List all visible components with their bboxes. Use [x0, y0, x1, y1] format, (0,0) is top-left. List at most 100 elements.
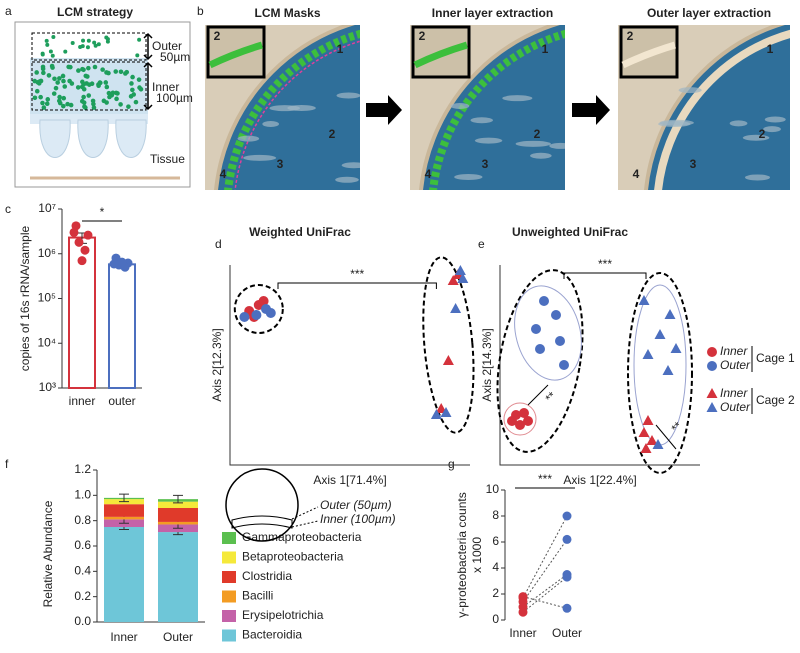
legend-marker — [706, 388, 718, 398]
bacterium — [86, 93, 92, 98]
legend-marker — [706, 402, 718, 412]
legend-label: Bacteroidia — [242, 628, 302, 642]
bacterium — [51, 91, 57, 96]
tissue-fold — [515, 140, 551, 147]
bacterium — [135, 53, 140, 58]
axes — [229, 265, 470, 466]
region-label: 3 — [690, 157, 697, 171]
point — [531, 324, 541, 334]
point — [258, 296, 269, 306]
bar-segment — [104, 516, 144, 520]
image-title: Outer layer extraction — [647, 6, 771, 20]
point — [662, 365, 674, 375]
bacterium — [86, 82, 92, 87]
bacterium — [81, 94, 86, 100]
point — [559, 360, 569, 370]
section-diagram — [225, 468, 299, 542]
y-tick-label: 1.0 — [74, 488, 91, 502]
legend-label: Inner — [720, 386, 748, 400]
crypt — [77, 119, 109, 158]
point — [251, 310, 262, 320]
y-tick-label: 0.0 — [74, 614, 91, 628]
bacterium — [40, 52, 45, 57]
panel-label: e — [478, 237, 485, 251]
legend-group: Cage 2 — [756, 393, 795, 407]
bacterium — [68, 102, 74, 108]
cluster-ellipse — [422, 256, 475, 434]
point — [551, 310, 561, 320]
tissue-fold — [470, 117, 493, 124]
arrow-head — [143, 32, 153, 61]
pair-line — [522, 596, 568, 609]
point — [518, 607, 528, 617]
point — [117, 257, 127, 267]
bacterium — [97, 80, 103, 85]
tissue-fold — [262, 121, 279, 128]
bar-segment — [158, 508, 198, 522]
bacterium — [110, 90, 116, 96]
legend-marker — [707, 361, 717, 371]
point — [638, 295, 650, 305]
significance: *** — [350, 267, 364, 281]
y-axis-label: Relative Abundance — [41, 500, 55, 607]
inner-label: Inner — [152, 80, 179, 94]
bacterium — [45, 42, 50, 47]
point — [519, 408, 529, 418]
bacterium — [136, 77, 142, 82]
tissue-disk — [421, 25, 565, 190]
tissue-fold — [745, 174, 771, 181]
bacterium — [51, 35, 56, 40]
bacterium — [128, 94, 134, 99]
point — [562, 603, 572, 613]
point — [457, 273, 469, 283]
y-tick-label: 10⁴ — [37, 335, 56, 349]
pair-line — [522, 576, 568, 613]
bar-segment — [158, 521, 198, 525]
point — [435, 403, 447, 413]
point — [539, 296, 549, 306]
bacterium — [48, 49, 53, 54]
bacterium — [85, 45, 90, 50]
pair-line — [522, 574, 568, 608]
bacterium — [104, 84, 110, 90]
point — [74, 237, 84, 247]
outer-depth: 50µm — [160, 50, 190, 64]
point — [83, 230, 93, 240]
bacterium — [114, 96, 119, 102]
point — [562, 511, 572, 521]
legend-label: Inner — [720, 344, 748, 358]
significance-bracket — [563, 272, 647, 279]
bacterium — [76, 68, 81, 73]
point — [454, 265, 466, 275]
point — [523, 416, 533, 426]
bacterium — [65, 101, 70, 107]
chart-title: Unweighted UniFrac — [512, 225, 628, 239]
bacterium — [70, 41, 75, 46]
tissue-disk — [646, 25, 790, 190]
bacterium — [57, 76, 62, 81]
bar-segment — [104, 527, 144, 622]
bacterium — [130, 74, 135, 80]
point — [507, 416, 517, 426]
section-layers — [231, 515, 293, 529]
point — [555, 336, 565, 346]
region-label: 1 — [542, 42, 549, 56]
legend-label: Bacilli — [242, 589, 273, 603]
outer-region — [31, 32, 147, 61]
bacterium — [80, 79, 85, 85]
cluster-ellipse — [514, 285, 582, 381]
bacterium — [61, 103, 66, 109]
bacterium — [69, 81, 75, 86]
point — [642, 349, 654, 359]
flow-arrow — [572, 95, 610, 125]
y-tick-label: 2 — [492, 586, 499, 600]
region-label: 3 — [482, 157, 489, 171]
bacterium — [137, 37, 142, 42]
legend-label: Gammaproteobacteria — [242, 530, 362, 544]
bacterium — [46, 73, 52, 78]
significance: ** — [542, 389, 559, 406]
panel-label: d — [215, 237, 222, 251]
x-tick-label: inner — [69, 394, 96, 408]
bacterium — [126, 104, 131, 109]
point — [562, 534, 572, 544]
